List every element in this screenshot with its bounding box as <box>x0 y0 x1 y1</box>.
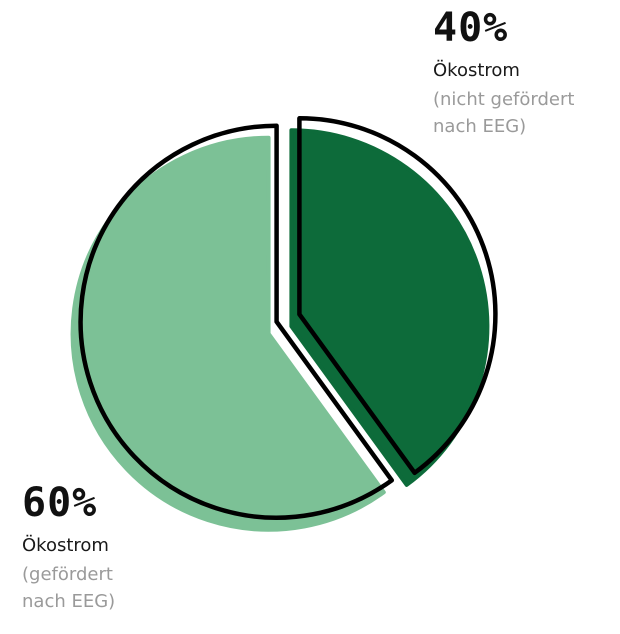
pie-slice <box>78 123 395 520</box>
subtitle-line-2: nach EEG) <box>22 590 116 612</box>
slice-title-gefoerdert: Ökostrom <box>22 535 109 556</box>
label-slice-gefoerdert: 60% Ökostrom (gefördert nach EEG) <box>22 483 115 615</box>
subtitle-line-2: nach EEG) <box>433 115 527 137</box>
slice-subtitle-nicht-gefoerdert: (nicht gefördert nach EEG) <box>433 86 574 140</box>
pie-shadows <box>70 128 490 532</box>
slice-title-nicht-gefoerdert: Ökostrom <box>433 60 520 81</box>
percent-label-gefoerdert: 60% <box>22 480 98 526</box>
pie-slices <box>78 116 498 520</box>
subtitle-line-1: (gefördert <box>22 563 113 585</box>
slice-subtitle-gefoerdert: (gefördert nach EEG) <box>22 561 115 615</box>
subtitle-line-1: (nicht gefördert <box>433 88 575 110</box>
label-slice-nicht-gefoerdert: 40% Ökostrom (nicht gefördert nach EEG) <box>433 8 574 140</box>
percent-label-nicht-gefoerdert: 40% <box>433 5 509 51</box>
slice-shadow <box>70 135 386 532</box>
pie-slice <box>297 116 498 476</box>
